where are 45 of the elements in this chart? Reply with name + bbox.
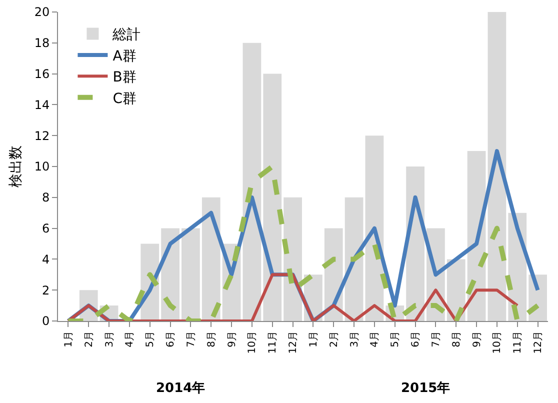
x-tick-label: 1月 — [308, 331, 320, 348]
y-tick-label: 14 — [34, 98, 50, 112]
x-tick-label: 3月 — [104, 331, 116, 348]
y-tick-label: 12 — [34, 128, 50, 143]
x-tick-label: 9月 — [226, 331, 238, 348]
x-tick-label: 4月 — [370, 331, 381, 348]
x-tick-label: 11月 — [512, 331, 524, 354]
x-tick-label: 12月 — [533, 331, 544, 354]
legend-label: C群 — [112, 90, 136, 107]
x-tick-label: 7月 — [186, 331, 197, 348]
y-tick-label: 2 — [42, 283, 50, 298]
y-tick-label: 4 — [42, 252, 50, 266]
text: 2014年 — [156, 381, 206, 396]
y-tick-label: 0 — [42, 314, 50, 328]
x-tick-label: 10月 — [247, 331, 258, 354]
text: 2015年 — [401, 381, 450, 396]
x-tick-label: 1月 — [63, 331, 74, 348]
x-tick-label: 6月 — [166, 331, 177, 348]
x-tick-label: 2月 — [84, 331, 95, 348]
y-axis-title: 検出数 — [8, 146, 24, 188]
x-tick-label: 8月 — [206, 331, 218, 348]
legend-label: 総計 — [112, 27, 141, 44]
line-series — [66, 273, 519, 321]
y-tick-label: 16 — [34, 67, 50, 81]
x-tick-label: 2月 — [328, 331, 340, 348]
x-tick-label: 10月 — [492, 331, 504, 354]
x-tick-label: 5月 — [390, 331, 402, 348]
legend-label: B群 — [112, 70, 136, 86]
x-tick-label: 5月 — [145, 331, 156, 348]
y-tick-label: 18 — [34, 36, 50, 50]
legend-label: A群 — [112, 48, 136, 64]
bar — [182, 228, 200, 321]
x-tick-label: 7月 — [430, 331, 442, 348]
y-tick-label: 10 — [34, 160, 50, 174]
y-tick-label: 8 — [42, 190, 50, 205]
x-tick-label: 3月 — [349, 331, 360, 348]
x-tick-label: 11月 — [268, 331, 279, 354]
x-tick-label: 8月 — [451, 331, 462, 348]
x-tick-label: 4月 — [124, 331, 136, 348]
y-tick-label: 6 — [42, 222, 50, 236]
y-tick-label: 20 — [34, 5, 50, 20]
x-tick-label: 12月 — [288, 331, 300, 354]
x-tick-label: 6月 — [410, 331, 422, 348]
bar — [263, 74, 282, 321]
x-tick-label: 9月 — [472, 331, 483, 348]
